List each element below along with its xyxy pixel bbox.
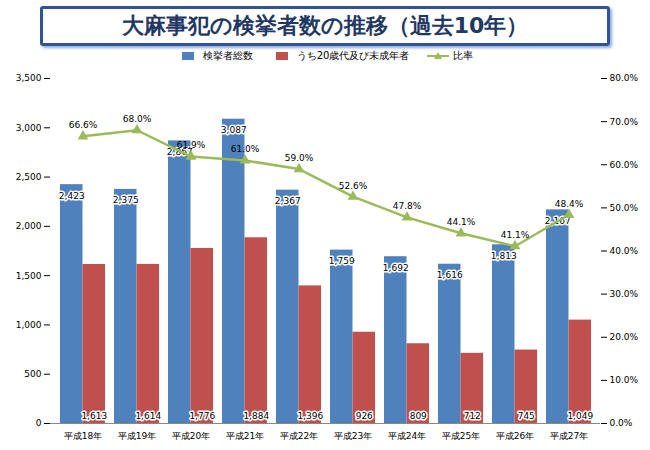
svg-text:3,000: 3,000 <box>16 123 42 133</box>
svg-text:1,614: 1,614 <box>135 411 161 421</box>
svg-text:平成25年: 平成25年 <box>442 431 480 441</box>
svg-text:平成18年: 平成18年 <box>64 431 102 441</box>
svg-text:1,616: 1,616 <box>437 270 463 280</box>
svg-text:68.0%: 68.0% <box>123 114 152 124</box>
svg-text:3,087: 3,087 <box>221 125 247 135</box>
svg-text:41.1%: 41.1% <box>501 230 530 240</box>
svg-text:1,759: 1,759 <box>329 256 355 266</box>
svg-text:2,167: 2,167 <box>544 215 571 226</box>
html-text:うち20歳代及び未成年者: うち20歳代及び未成年者 <box>296 50 410 61</box>
svg-text:10.0%: 10.0% <box>610 375 639 385</box>
svg-text:1,500: 1,500 <box>16 271 42 281</box>
svg-text:0: 0 <box>36 418 42 428</box>
svg-text:61.9%: 61.9% <box>177 140 206 150</box>
svg-text:20.0%: 20.0% <box>610 332 639 342</box>
svg-text:59.0%: 59.0% <box>285 153 314 163</box>
svg-text:47.8%: 47.8% <box>393 201 422 211</box>
svg-text:2,375: 2,375 <box>113 195 139 205</box>
svg-text:926: 926 <box>356 411 373 421</box>
svg-text:40.0%: 40.0% <box>610 246 639 256</box>
svg-text:2,367: 2,367 <box>275 196 301 206</box>
svg-text:60.0%: 60.0% <box>610 160 639 170</box>
html-text:比率: 比率 <box>453 50 474 61</box>
svg-text:平成26年: 平成26年 <box>496 431 534 441</box>
svg-text:745: 745 <box>518 411 535 421</box>
svg-text:500: 500 <box>24 369 41 379</box>
svg-text:48.4%: 48.4% <box>555 199 584 209</box>
svg-text:1,613: 1,613 <box>81 411 107 421</box>
svg-text:70.0%: 70.0% <box>610 117 639 127</box>
html-text:検挙者総数: 検挙者総数 <box>202 50 253 61</box>
svg-text:1,396: 1,396 <box>297 411 323 421</box>
svg-text:平成27年: 平成27年 <box>550 431 588 441</box>
svg-text:1,049: 1,049 <box>567 411 593 421</box>
svg-text:0.0%: 0.0% <box>610 418 633 428</box>
svg-text:平成20年: 平成20年 <box>172 431 210 441</box>
svg-text:30.0%: 30.0% <box>610 289 639 299</box>
svg-text:66.6%: 66.6% <box>69 120 98 130</box>
svg-text:3,500: 3,500 <box>16 73 42 83</box>
svg-text:80.0%: 80.0% <box>610 73 639 83</box>
svg-text:712: 712 <box>464 411 481 421</box>
svg-text:平成23年: 平成23年 <box>334 431 372 441</box>
svg-text:平成22年: 平成22年 <box>280 431 318 441</box>
svg-text:1,692: 1,692 <box>383 263 409 273</box>
svg-text:2,000: 2,000 <box>16 221 42 231</box>
svg-text:平成19年: 平成19年 <box>118 431 156 441</box>
svg-text:1,813: 1,813 <box>491 251 517 261</box>
svg-text:2,423: 2,423 <box>59 191 85 201</box>
html-text:大麻事犯の検挙者数の推移（過去10年）: 大麻事犯の検挙者数の推移（過去10年） <box>121 13 529 38</box>
svg-text:1,000: 1,000 <box>16 320 42 330</box>
svg-text:52.6%: 52.6% <box>339 181 368 191</box>
svg-text:50.0%: 50.0% <box>610 203 639 213</box>
svg-text:平成21年: 平成21年 <box>226 431 264 441</box>
svg-text:809: 809 <box>410 411 427 421</box>
svg-text:44.1%: 44.1% <box>447 217 476 227</box>
svg-text:61.0%: 61.0% <box>231 144 260 154</box>
svg-text:1,884: 1,884 <box>243 411 269 421</box>
svg-text:2,500: 2,500 <box>16 172 42 182</box>
svg-text:平成24年: 平成24年 <box>388 431 426 441</box>
svg-text:1,776: 1,776 <box>189 411 215 421</box>
